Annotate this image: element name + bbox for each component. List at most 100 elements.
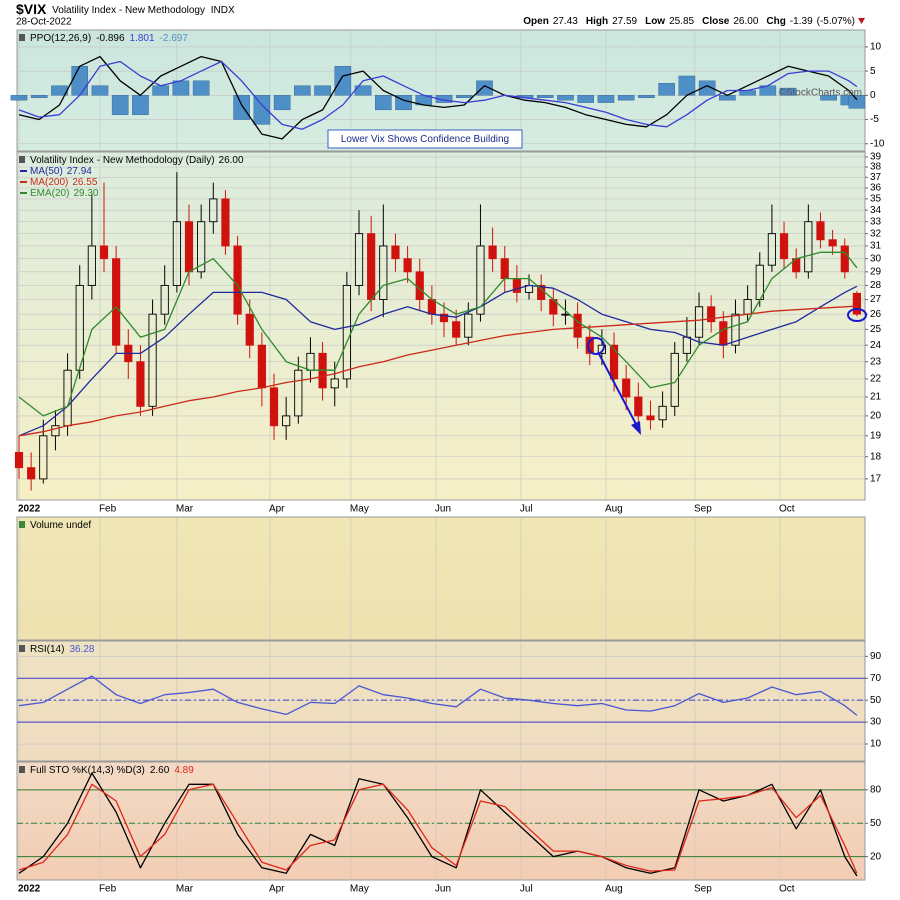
y-tick-label: 25: [870, 324, 882, 335]
histogram-bar: [719, 95, 736, 101]
y-tick-label: 50: [870, 695, 882, 706]
y-tick-label: 28: [870, 280, 882, 291]
histogram-bar: [132, 95, 149, 115]
x-tick-label: Aug: [605, 504, 623, 515]
line-series: [18, 783, 858, 874]
x-tick-label: Apr: [269, 884, 285, 895]
legend-value: 27.94: [67, 166, 92, 177]
latest-value: 2.60: [150, 765, 170, 776]
histogram-bar: [597, 95, 615, 103]
quote-label: High: [586, 16, 608, 27]
y-tick-label: 32: [870, 228, 882, 239]
quote-value: 27.43: [553, 16, 578, 27]
x-tick-label: Jun: [435, 884, 451, 895]
histogram-bar: [273, 95, 291, 111]
line-series: [18, 60, 858, 130]
y-tick-label: 23: [870, 356, 882, 367]
x-tick-label: Jun: [435, 504, 451, 515]
panel-title-text: PPO(12,26,9): [30, 33, 91, 44]
histogram-bar: [192, 80, 210, 96]
y-tick-label: 90: [870, 651, 882, 662]
x-tick-label: Mar: [176, 504, 194, 515]
panel-icon: [19, 766, 25, 773]
annotations: Lower Vix Shows Confidence Building ©Sto…: [327, 88, 867, 435]
line-series: [18, 251, 858, 417]
quote-pct: (-5.07%): [817, 16, 855, 27]
y-tick-label: 30: [870, 253, 882, 264]
x-tick-label: 2022: [18, 504, 41, 515]
candle-body: [379, 245, 388, 300]
histogram-bar: [10, 95, 28, 101]
histogram-bar: [820, 95, 837, 101]
panel-content: Volume undef: [18, 517, 781, 640]
x-tick-label: Oct: [779, 884, 795, 895]
quote: Open 27.43 High 27.59 Low 25.85 Close 26.00 Chg -…: [523, 16, 855, 27]
candle-body: [367, 233, 376, 300]
candle-body: [14, 452, 24, 469]
y-tick-label: 10: [870, 739, 882, 750]
histogram-bar: [314, 85, 331, 96]
y-tick-label: 5: [870, 66, 876, 77]
candle-body: [452, 321, 461, 338]
y-tick-label: 50: [870, 818, 882, 829]
y-tick-label: 20: [870, 411, 882, 422]
histogram-bar: [848, 95, 866, 109]
candle-body: [269, 387, 279, 427]
candle-body: [767, 233, 776, 266]
panel-icon: [19, 645, 25, 652]
candle-body: [719, 321, 728, 346]
y-tick-label: 35: [870, 194, 882, 205]
histogram-bar: [435, 95, 453, 103]
histogram-bar: [152, 85, 169, 96]
legend-value: 26.55: [72, 177, 97, 188]
quote-label: Close: [702, 16, 730, 27]
histogram-bar: [334, 66, 352, 96]
candle-body: [75, 284, 84, 371]
quote-value: 25.85: [669, 16, 694, 27]
histogram-bar: [638, 95, 655, 98]
panel-title: Volume undef: [30, 520, 91, 531]
panel-title-text: Full STO %K(14,3) %D(3): [30, 765, 145, 776]
candle-body: [245, 313, 254, 346]
y-tick-label: 17: [870, 474, 882, 485]
histogram-bar: [172, 80, 190, 96]
quote-label: Open: [523, 16, 549, 27]
candle-body: [27, 467, 36, 480]
candle-body: [609, 344, 619, 380]
candle-body: [816, 221, 825, 241]
histogram-bar: [557, 95, 574, 101]
line-series: [18, 55, 858, 140]
candle-body: [694, 306, 704, 338]
candle-body: [476, 245, 485, 315]
candle-body: [658, 405, 667, 421]
panel-content: 90 70 50 30 10 RSI(14) 36.28: [17, 641, 882, 761]
panel-title: RSI(14) 36.28: [30, 644, 95, 655]
histogram-bar: [30, 95, 48, 98]
histogram-bar: [294, 85, 311, 96]
y-tick-label: 19: [870, 430, 882, 441]
panel-title-text: Volatility Index - New Methodology (Dail…: [30, 155, 215, 166]
candle-body: [233, 245, 242, 315]
histogram-bar: [476, 80, 493, 96]
quote-value: 27.59: [612, 16, 637, 27]
header: $VIX Volatility Index - New Methodology …: [16, 1, 865, 28]
symbol: $VIX: [16, 1, 47, 17]
candle-body: [415, 271, 424, 300]
change-arrow: [858, 18, 865, 24]
candle-body: [828, 239, 837, 247]
trend-arrow: [597, 351, 638, 427]
y-tick-label: 30: [870, 717, 882, 728]
candle-body: [573, 313, 582, 338]
y-tick-label: 34: [870, 205, 882, 216]
x-tick-label: Sep: [694, 504, 712, 515]
candle-body: [707, 306, 716, 323]
panel-title: Full STO %K(14,3) %D(3) 2.60 4.89: [30, 765, 194, 776]
candle-body: [391, 245, 400, 260]
quote-value: -1.39: [790, 16, 813, 27]
x-tick-label: Jul: [520, 504, 533, 515]
line-series: [18, 675, 858, 716]
candle-body: [852, 292, 861, 315]
y-tick-label: -5: [870, 114, 879, 125]
x-tick-label: May: [350, 504, 369, 515]
